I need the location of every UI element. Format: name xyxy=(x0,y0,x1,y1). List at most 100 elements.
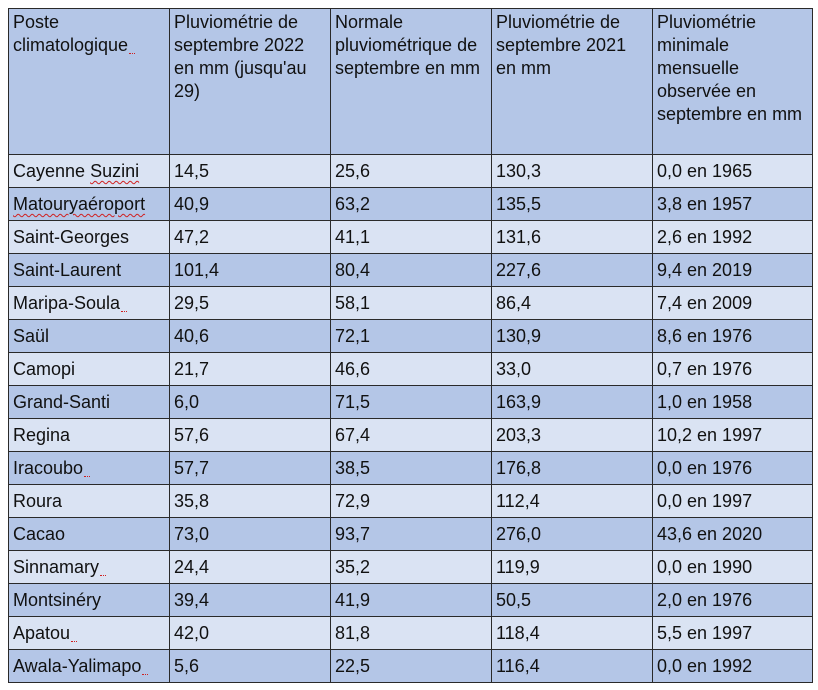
cell-2021: 33,0 xyxy=(491,352,653,386)
cell-poste: Cayenne Suzini xyxy=(8,154,170,188)
table-row: Saint-Georges 47,2 41,1 131,6 2,6 en 199… xyxy=(8,220,813,254)
cell-minimale: 0,0 en 1976 xyxy=(652,451,813,485)
header-pluvio-2021: Pluviométrie de septembre 2021 en mm xyxy=(491,8,653,155)
cell-poste: Matouryaéroport xyxy=(8,187,170,221)
table-row: Apatou 42,0 81,8 118,4 5,5 en 1997 xyxy=(8,616,813,650)
cell-minimale: 43,6 en 2020 xyxy=(652,517,813,551)
table-row: Matouryaéroport 40,9 63,2 135,5 3,8 en 1… xyxy=(8,187,813,221)
table-row: Awala-Yalimapo 5,6 22,5 116,4 0,0 en 199… xyxy=(8,649,813,683)
cell-2022: 14,5 xyxy=(169,154,331,188)
cell-2021: 86,4 xyxy=(491,286,653,320)
table-row: Montsinéry 39,4 41,9 50,5 2,0 en 1976 xyxy=(8,583,813,617)
cell-2022: 6,0 xyxy=(169,385,331,419)
spellcheck-word: Suzini xyxy=(90,161,140,181)
cell-normale: 63,2 xyxy=(330,187,492,221)
header-pluvio-minimale: Pluviométrie minimale mensuelle observée… xyxy=(652,8,813,155)
station-name: Awala-Yalimapo xyxy=(13,656,148,676)
header-poste: Poste climatologique xyxy=(8,8,170,155)
cell-2021: 119,9 xyxy=(491,550,653,584)
cell-2021: 203,3 xyxy=(491,418,653,452)
cell-normale: 58,1 xyxy=(330,286,492,320)
cell-poste: Camopi xyxy=(8,352,170,386)
cell-2022: 101,4 xyxy=(169,253,331,287)
spellcheck-mark xyxy=(128,35,135,55)
cell-minimale: 10,2 en 1997 xyxy=(652,418,813,452)
cell-minimale: 2,0 en 1976 xyxy=(652,583,813,617)
cell-poste: Saint-Laurent xyxy=(8,253,170,287)
cell-poste: Grand-Santi xyxy=(8,385,170,419)
cell-normale: 46,6 xyxy=(330,352,492,386)
cell-normale: 72,1 xyxy=(330,319,492,353)
cell-poste: Saint-Georges xyxy=(8,220,170,254)
cell-2022: 73,0 xyxy=(169,517,331,551)
cell-minimale: 3,8 en 1957 xyxy=(652,187,813,221)
table-row: Roura 35,8 72,9 112,4 0,0 en 1997 xyxy=(8,484,813,518)
cell-2022: 5,6 xyxy=(169,649,331,683)
table-row: Saül 40,6 72,1 130,9 8,6 en 1976 xyxy=(8,319,813,353)
cell-2021: 118,4 xyxy=(491,616,653,650)
table-row: Cayenne Suzini 14,5 25,6 130,3 0,0 en 19… xyxy=(8,154,813,188)
station-name: Apatou xyxy=(13,623,77,643)
station-name: Iracoubo xyxy=(13,458,90,478)
cell-2021: 131,6 xyxy=(491,220,653,254)
cell-poste: Maripa-Soula xyxy=(8,286,170,320)
cell-2021: 112,4 xyxy=(491,484,653,518)
cell-2021: 176,8 xyxy=(491,451,653,485)
cell-2021: 227,6 xyxy=(491,253,653,287)
cell-2022: 40,9 xyxy=(169,187,331,221)
cell-2021: 130,9 xyxy=(491,319,653,353)
cell-poste: Cacao xyxy=(8,517,170,551)
document-page: Poste climatologique Pluviométrie de sep… xyxy=(8,8,813,683)
cell-poste: Roura xyxy=(8,484,170,518)
cell-2022: 40,6 xyxy=(169,319,331,353)
cell-minimale: 9,4 en 2019 xyxy=(652,253,813,287)
cell-2022: 21,7 xyxy=(169,352,331,386)
cell-normale: 22,5 xyxy=(330,649,492,683)
table-row: Regina 57,6 67,4 203,3 10,2 en 1997 xyxy=(8,418,813,452)
table-row: Iracoubo 57,7 38,5 176,8 0,0 en 1976 xyxy=(8,451,813,485)
table-row: Maripa-Soula 29,5 58,1 86,4 7,4 en 2009 xyxy=(8,286,813,320)
cell-2022: 39,4 xyxy=(169,583,331,617)
cell-minimale: 5,5 en 1997 xyxy=(652,616,813,650)
cell-normale: 71,5 xyxy=(330,385,492,419)
cell-2022: 29,5 xyxy=(169,286,331,320)
cell-minimale: 0,0 en 1997 xyxy=(652,484,813,518)
table-row: Grand-Santi 6,0 71,5 163,9 1,0 en 1958 xyxy=(8,385,813,419)
cell-2021: 276,0 xyxy=(491,517,653,551)
cell-minimale: 0,7 en 1976 xyxy=(652,352,813,386)
cell-poste: Regina xyxy=(8,418,170,452)
cell-2021: 116,4 xyxy=(491,649,653,683)
cell-normale: 81,8 xyxy=(330,616,492,650)
cell-minimale: 0,0 en 1992 xyxy=(652,649,813,683)
cell-poste: Iracoubo xyxy=(8,451,170,485)
cell-poste: Apatou xyxy=(8,616,170,650)
table-row: Saint-Laurent 101,4 80,4 227,6 9,4 en 20… xyxy=(8,253,813,287)
cell-2022: 35,8 xyxy=(169,484,331,518)
cell-poste: Montsinéry xyxy=(8,583,170,617)
cell-normale: 35,2 xyxy=(330,550,492,584)
table-row: Camopi 21,7 46,6 33,0 0,7 en 1976 xyxy=(8,352,813,386)
cell-2022: 47,2 xyxy=(169,220,331,254)
cell-2021: 130,3 xyxy=(491,154,653,188)
cell-2022: 42,0 xyxy=(169,616,331,650)
cell-normale: 93,7 xyxy=(330,517,492,551)
cell-minimale: 1,0 en 1958 xyxy=(652,385,813,419)
station-name: Cayenne Suzini xyxy=(13,161,140,181)
table-row: Cacao 73,0 93,7 276,0 43,6 en 2020 xyxy=(8,517,813,551)
station-name: Maripa-Soula xyxy=(13,293,127,313)
cell-2021: 135,5 xyxy=(491,187,653,221)
cell-normale: 67,4 xyxy=(330,418,492,452)
table-header-row: Poste climatologique Pluviométrie de sep… xyxy=(8,8,813,155)
cell-normale: 72,9 xyxy=(330,484,492,518)
cell-normale: 25,6 xyxy=(330,154,492,188)
cell-2021: 50,5 xyxy=(491,583,653,617)
cell-2022: 24,4 xyxy=(169,550,331,584)
cell-minimale: 0,0 en 1990 xyxy=(652,550,813,584)
cell-normale: 41,9 xyxy=(330,583,492,617)
cell-normale: 41,1 xyxy=(330,220,492,254)
station-name: Matouryaéroport xyxy=(13,194,146,214)
cell-poste: Sinnamary xyxy=(8,550,170,584)
cell-normale: 80,4 xyxy=(330,253,492,287)
cell-minimale: 0,0 en 1965 xyxy=(652,154,813,188)
cell-poste: Saül xyxy=(8,319,170,353)
